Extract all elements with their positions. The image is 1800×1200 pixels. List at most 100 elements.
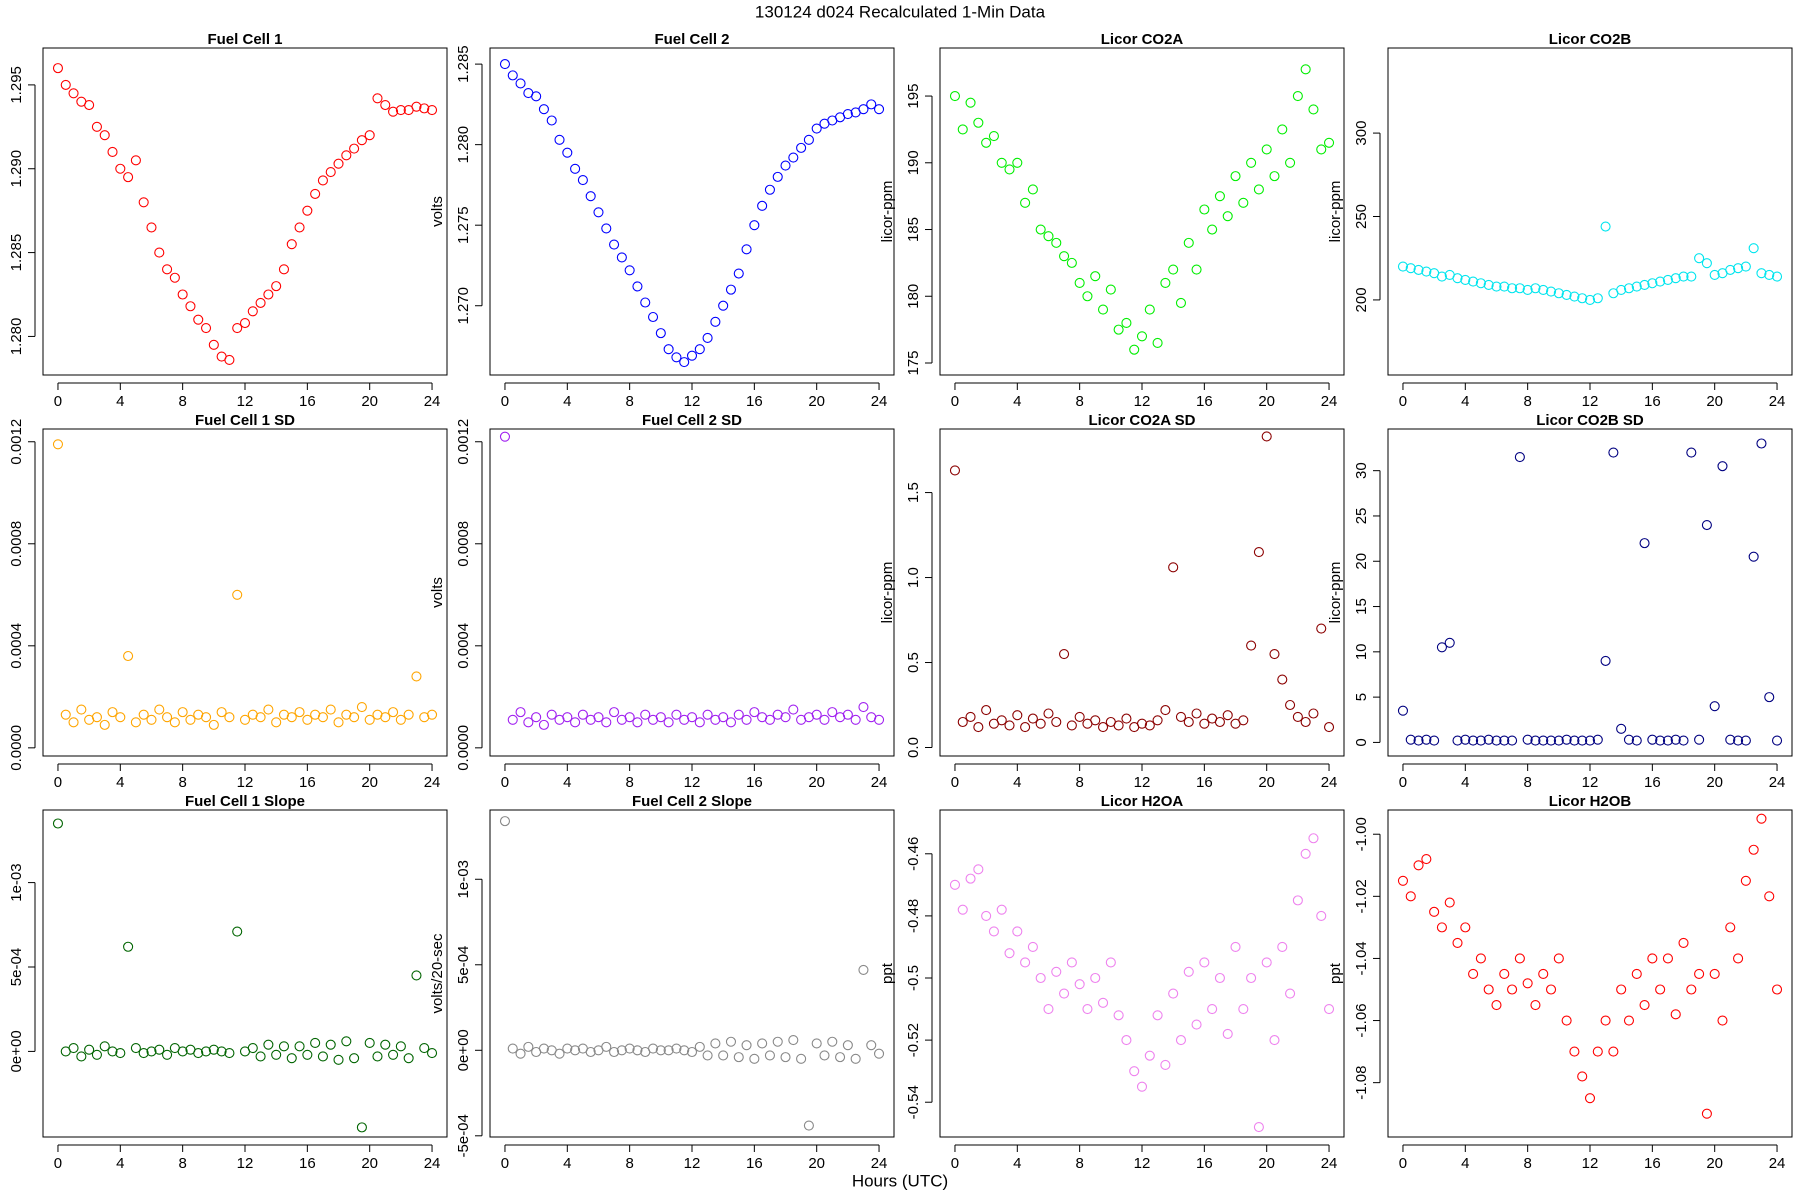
point bbox=[1020, 197, 1031, 208]
point bbox=[380, 712, 391, 723]
point bbox=[671, 352, 682, 363]
point bbox=[523, 1041, 534, 1052]
point bbox=[1569, 735, 1580, 746]
point bbox=[1074, 979, 1085, 990]
point bbox=[1004, 164, 1015, 175]
point bbox=[655, 712, 666, 723]
plot-frame bbox=[1387, 47, 1793, 376]
y-tick-label: 1.0 bbox=[905, 567, 922, 588]
x-tick-label: 4 bbox=[1461, 1155, 1469, 1172]
plot-frame bbox=[42, 47, 448, 376]
point bbox=[1507, 735, 1518, 746]
x-tick-label: 8 bbox=[1523, 393, 1531, 410]
point bbox=[411, 671, 422, 682]
x-tick-label: 24 bbox=[871, 774, 888, 791]
point bbox=[957, 716, 968, 728]
point bbox=[1577, 1071, 1588, 1082]
point bbox=[1253, 546, 1264, 558]
point bbox=[1207, 1004, 1218, 1015]
point bbox=[224, 712, 235, 723]
point bbox=[1214, 972, 1225, 984]
y-tick-label: 5e-04 bbox=[8, 948, 25, 986]
x-tick-label: 0 bbox=[951, 393, 959, 410]
point bbox=[1277, 941, 1288, 952]
point bbox=[515, 78, 526, 89]
point bbox=[1246, 972, 1257, 984]
point bbox=[1678, 937, 1689, 948]
point bbox=[146, 1046, 157, 1057]
point bbox=[1655, 735, 1666, 746]
point bbox=[380, 99, 391, 111]
point bbox=[1748, 844, 1759, 855]
point bbox=[1397, 261, 1409, 272]
point bbox=[1545, 735, 1557, 746]
point bbox=[1468, 735, 1479, 746]
point bbox=[1475, 735, 1486, 746]
point bbox=[177, 707, 188, 718]
y-tick-label: -5e-04 bbox=[455, 1114, 472, 1157]
point bbox=[1269, 171, 1280, 182]
point bbox=[1647, 734, 1658, 745]
point bbox=[1113, 324, 1124, 335]
point bbox=[507, 1043, 518, 1054]
y-tick-label: 25 bbox=[1353, 508, 1370, 525]
point bbox=[1051, 966, 1062, 977]
x-tick-label: 8 bbox=[178, 774, 186, 791]
point bbox=[1105, 957, 1116, 968]
panel: Licor H2OA ppt 0 4 8 12 16 20 24 -0.54 -0.52 -0.5 -0… bbox=[879, 793, 1345, 1172]
point bbox=[193, 314, 204, 325]
point bbox=[107, 707, 118, 718]
point bbox=[764, 184, 775, 195]
x-tick-label: 12 bbox=[684, 393, 701, 410]
point bbox=[263, 704, 274, 715]
point bbox=[499, 59, 511, 70]
point bbox=[1639, 279, 1650, 290]
point bbox=[1152, 337, 1163, 349]
point bbox=[538, 719, 549, 730]
point bbox=[1538, 968, 1549, 980]
y-tick-label: 0.0004 bbox=[455, 623, 472, 669]
point bbox=[1623, 734, 1635, 745]
point bbox=[1701, 519, 1712, 531]
panel: Fuel Cell 1 SD volts 0 4 8 12 16 20 24 0.0000 0.00… bbox=[8, 412, 448, 791]
point bbox=[1686, 984, 1697, 995]
point bbox=[1261, 144, 1272, 155]
point bbox=[1491, 999, 1502, 1011]
point bbox=[601, 223, 612, 234]
plot-frame bbox=[939, 809, 1345, 1138]
x-tick-label: 16 bbox=[1196, 774, 1213, 791]
y-axis-label: ppt bbox=[879, 962, 896, 984]
point bbox=[107, 146, 118, 158]
point bbox=[1113, 720, 1124, 731]
point bbox=[154, 1044, 165, 1055]
point bbox=[593, 712, 604, 723]
point bbox=[154, 247, 165, 258]
point bbox=[764, 714, 775, 725]
point bbox=[1584, 735, 1596, 746]
point bbox=[130, 155, 141, 166]
point bbox=[725, 284, 737, 295]
point bbox=[842, 709, 853, 720]
point bbox=[811, 1038, 822, 1049]
x-tick-label: 16 bbox=[1644, 393, 1661, 410]
y-tick-label: 10 bbox=[1353, 643, 1370, 660]
point bbox=[965, 97, 976, 108]
point bbox=[1004, 720, 1015, 731]
panel-title: Fuel Cell 2 SD bbox=[642, 412, 742, 429]
point bbox=[185, 714, 196, 725]
point bbox=[310, 1037, 321, 1049]
point bbox=[1662, 953, 1673, 964]
point bbox=[294, 222, 305, 233]
point bbox=[403, 1053, 414, 1064]
point bbox=[146, 222, 157, 233]
x-tick-label: 8 bbox=[1075, 393, 1083, 410]
panel-title: Fuel Cell 1 bbox=[207, 31, 282, 48]
point bbox=[1308, 104, 1319, 115]
x-tick-label: 8 bbox=[625, 1155, 633, 1172]
point bbox=[780, 1052, 791, 1063]
point bbox=[702, 709, 713, 720]
point bbox=[403, 709, 414, 720]
x-tick-label: 8 bbox=[178, 1155, 186, 1172]
point bbox=[554, 134, 565, 145]
point bbox=[949, 90, 961, 102]
